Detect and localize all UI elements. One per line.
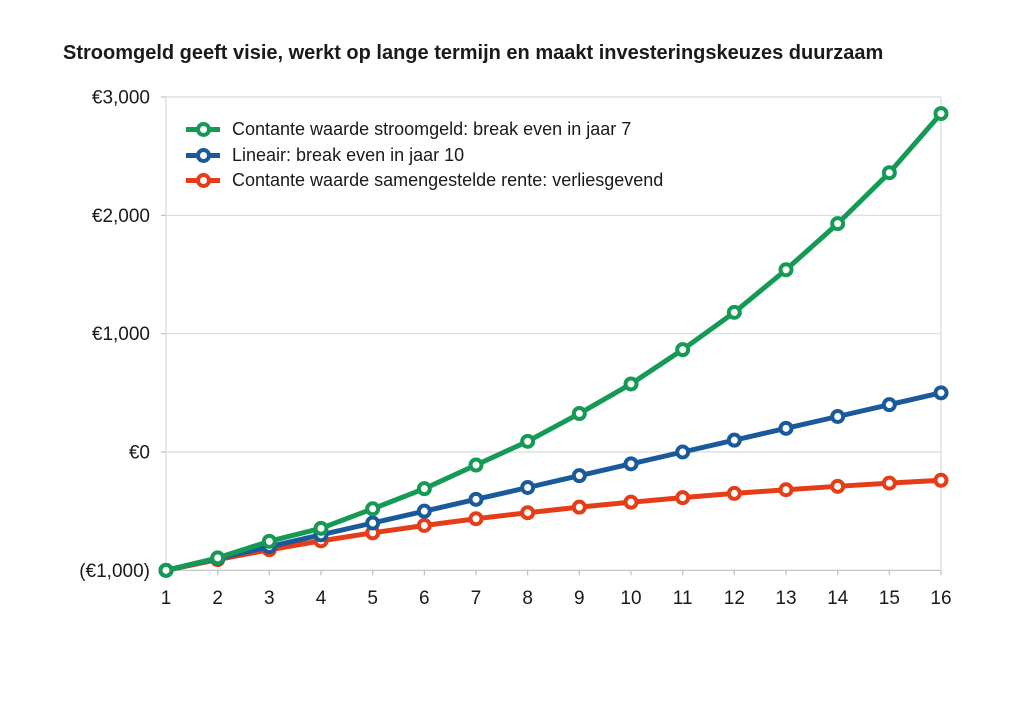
data-point-marker-icon (520, 480, 536, 495)
data-point-marker-icon (778, 482, 794, 498)
legend-item-label: Lineair: break even in jaar 10 (232, 144, 465, 165)
data-point-marker-icon (675, 444, 691, 460)
data-point-marker-icon (468, 457, 484, 473)
x-axis-label: 15 (879, 588, 900, 609)
data-point-marker-icon (881, 397, 897, 413)
data-point-marker-icon (210, 550, 226, 566)
data-point-marker-icon (365, 515, 381, 531)
x-axis-label: 5 (367, 588, 378, 609)
x-axis-label: 14 (827, 588, 849, 609)
x-axis-label: 2 (212, 588, 223, 609)
series-line (163, 111, 944, 573)
data-point-marker-icon (933, 472, 949, 488)
data-point-marker-icon (881, 475, 897, 491)
open-circle-marker-icon (186, 147, 220, 163)
data-point-marker-icon (830, 478, 846, 494)
data-point-marker-icon (933, 106, 949, 122)
data-point-marker-icon (726, 304, 742, 320)
legend-item-label: Contante waarde samengestelde rente: ver… (232, 170, 664, 191)
data-point-marker-icon (623, 456, 639, 472)
data-point-marker-icon (158, 562, 174, 578)
data-point-marker-icon (623, 376, 639, 392)
series-line (163, 390, 944, 573)
data-point-marker-icon (623, 494, 639, 510)
data-point-marker-icon (726, 485, 742, 501)
legend-item: Lineair: break even in jaar 10 (186, 143, 663, 169)
y-axis-label: €0 (129, 443, 150, 464)
y-axis-label: (€1,000) (79, 561, 150, 582)
data-point-marker-icon (778, 420, 794, 436)
data-point-marker-icon (416, 481, 432, 497)
x-axis-label: 12 (724, 588, 745, 609)
legend-item: Contante waarde samengestelde rente: ver… (186, 168, 663, 194)
data-point-marker-icon (571, 406, 587, 422)
chart-title: Stroomgeld geeft visie, werkt op lange t… (63, 42, 884, 64)
open-circle-marker-icon (186, 173, 220, 189)
data-point-marker-icon (520, 505, 536, 521)
open-circle-marker-icon (186, 122, 220, 138)
data-point-marker-icon (675, 490, 691, 506)
data-point-marker-icon (830, 409, 846, 424)
data-point-marker-icon (778, 262, 794, 278)
data-point-marker-icon (726, 432, 742, 448)
data-point-marker-icon (571, 499, 587, 515)
x-axis-label: 8 (522, 588, 533, 609)
legend-item-label: Contante waarde stroomgeld: break even i… (232, 119, 632, 140)
data-point-marker-icon (830, 216, 846, 232)
x-axis-label: 6 (419, 588, 430, 609)
y-axis-label: €1,000 (92, 324, 150, 345)
data-point-marker-icon (416, 503, 432, 519)
series-line (163, 477, 944, 573)
data-point-marker-icon (881, 165, 897, 181)
data-point-marker-icon (261, 533, 277, 549)
legend: Contante waarde stroomgeld: break even i… (186, 117, 663, 194)
x-axis-label: 10 (620, 588, 641, 609)
data-point-marker-icon (365, 501, 381, 517)
x-axis-label: 11 (673, 588, 693, 609)
x-axis-label: 4 (316, 588, 327, 609)
x-axis-label: 13 (775, 588, 796, 609)
data-point-marker-icon (416, 517, 432, 533)
data-point-marker-icon (933, 385, 949, 401)
data-point-marker-icon (468, 491, 484, 507)
data-point-marker-icon (675, 342, 691, 358)
x-axis-label: 7 (471, 588, 482, 609)
x-axis-label: 3 (264, 588, 275, 609)
data-point-marker-icon (571, 468, 587, 484)
x-axis-label: 16 (930, 588, 951, 609)
x-axis-label: 1 (161, 588, 172, 609)
data-point-marker-icon (520, 433, 536, 449)
legend-item: Contante waarde stroomgeld: break even i… (186, 117, 663, 143)
y-axis-label: €3,000 (92, 88, 150, 109)
x-axis-label: 9 (574, 588, 585, 609)
data-point-marker-icon (468, 511, 484, 527)
data-point-marker-icon (313, 520, 329, 536)
y-axis-label: €2,000 (92, 206, 150, 227)
